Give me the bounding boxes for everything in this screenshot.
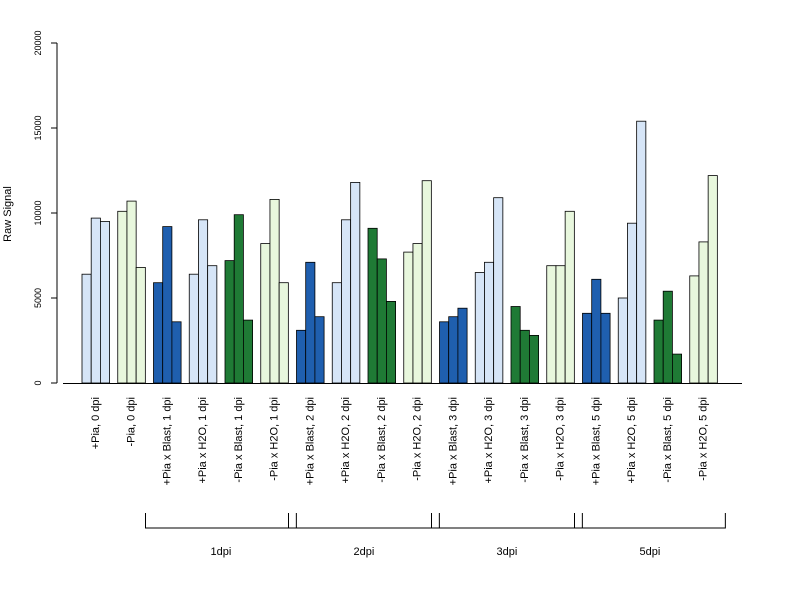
timepoint-label: 5dpi: [640, 546, 661, 558]
bar: [529, 334, 540, 384]
x-tick-label: +Pia x H2O, 5 dpi: [626, 397, 638, 484]
bar: [341, 219, 352, 384]
bar: [296, 329, 307, 384]
bar: [403, 251, 414, 384]
y-axis: 0 5000 10000 15000 20000: [33, 30, 58, 386]
timepoint-bracket: [431, 513, 583, 529]
x-tick-label: -Pia, 0 dpi: [126, 397, 138, 447]
bar: [269, 198, 280, 384]
bar: [242, 319, 253, 384]
bar: [546, 265, 557, 384]
bar: [117, 210, 128, 384]
x-tick-label: -Pia x Blast, 3 dpi: [519, 397, 531, 483]
x-tick-label: +Pia x Blast, 5 dpi: [590, 397, 602, 485]
bar: [135, 266, 146, 384]
x-tick-label: -Pia x H2O, 1 dpi: [269, 397, 281, 481]
y-tick-label: 5000: [33, 288, 43, 308]
bar: [689, 275, 700, 384]
bar: [412, 243, 423, 384]
bar: [439, 321, 450, 384]
bar: [493, 197, 504, 384]
bar: [582, 312, 593, 384]
timepoint-label: 2dpi: [354, 546, 375, 558]
timepoint-bracket: [288, 513, 440, 529]
x-tick-label: +Pia, 0 dpi: [90, 397, 102, 449]
bar: [484, 261, 495, 384]
x-tick-label: +Pia x H2O, 3 dpi: [483, 397, 495, 484]
bar: [188, 273, 199, 384]
timepoint-bracket: [574, 513, 726, 529]
bar: [162, 226, 173, 384]
bar: [421, 180, 432, 384]
bar: [600, 312, 611, 384]
timepoint-bracket: [145, 513, 297, 529]
timepoint-label: 1dpi: [211, 546, 232, 558]
bar: [636, 120, 647, 384]
bar: [331, 282, 342, 384]
bar: [672, 353, 683, 384]
bar: [653, 319, 664, 384]
y-axis-title: Raw Signal: [2, 186, 14, 242]
x-axis-labels: +Pia, 0 dpi -Pia, 0 dpi +Pia x Blast, 1 dp…: [90, 397, 710, 485]
bar: [198, 219, 209, 384]
x-tick-label: -Pia x H2O, 2 dpi: [412, 397, 424, 481]
bar: [305, 261, 316, 384]
x-tick-label: +Pia x H2O, 2 dpi: [340, 397, 352, 484]
bar: [707, 175, 718, 384]
x-tick-label: -Pia x Blast, 1 dpi: [233, 397, 245, 483]
bar: [510, 306, 521, 384]
bar: [126, 200, 137, 384]
bar: [448, 316, 459, 384]
timepoint-label: 3dpi: [497, 546, 518, 558]
x-tick-label: +Pia x Blast, 2 dpi: [304, 397, 316, 485]
bar: [367, 227, 378, 384]
bar: [314, 316, 325, 384]
bar: [153, 282, 164, 384]
bar: [81, 273, 92, 384]
bar: [224, 260, 235, 384]
bar: [564, 210, 575, 384]
bar: [90, 217, 101, 384]
y-tick-label: 15000: [33, 115, 43, 140]
bar: [662, 290, 673, 384]
x-tick-label: -Pia x Blast, 5 dpi: [662, 397, 674, 483]
bar: [617, 297, 628, 384]
bar: [591, 278, 602, 384]
bar: [260, 243, 271, 384]
bar: [457, 307, 468, 384]
y-tick-label: 0: [33, 380, 43, 385]
bar: [555, 265, 566, 384]
bar: [207, 265, 218, 384]
bar: [385, 300, 396, 384]
bar: [171, 321, 182, 384]
bar: [350, 181, 361, 384]
bar: [100, 221, 111, 384]
bar: [627, 222, 638, 384]
bar: [474, 272, 485, 384]
bar: [698, 241, 709, 384]
bar: [233, 214, 244, 384]
x-tick-label: -Pia x Blast, 2 dpi: [376, 397, 388, 483]
y-tick-label: 10000: [33, 200, 43, 225]
y-tick-label: 20000: [33, 30, 43, 55]
bar: [519, 329, 530, 384]
timepoint-brackets: 1dpi 2dpi 3dpi 5dpi: [145, 513, 726, 558]
bar: [376, 258, 387, 384]
x-tick-label: +Pia x H2O, 1 dpi: [197, 397, 209, 484]
bars: [81, 120, 718, 384]
x-tick-label: -Pia x H2O, 5 dpi: [698, 397, 710, 481]
bar: [278, 282, 289, 384]
x-tick-label: +Pia x Blast, 1 dpi: [161, 397, 173, 485]
x-tick-label: -Pia x H2O, 3 dpi: [555, 397, 567, 481]
x-tick-label: +Pia x Blast, 3 dpi: [447, 397, 459, 485]
